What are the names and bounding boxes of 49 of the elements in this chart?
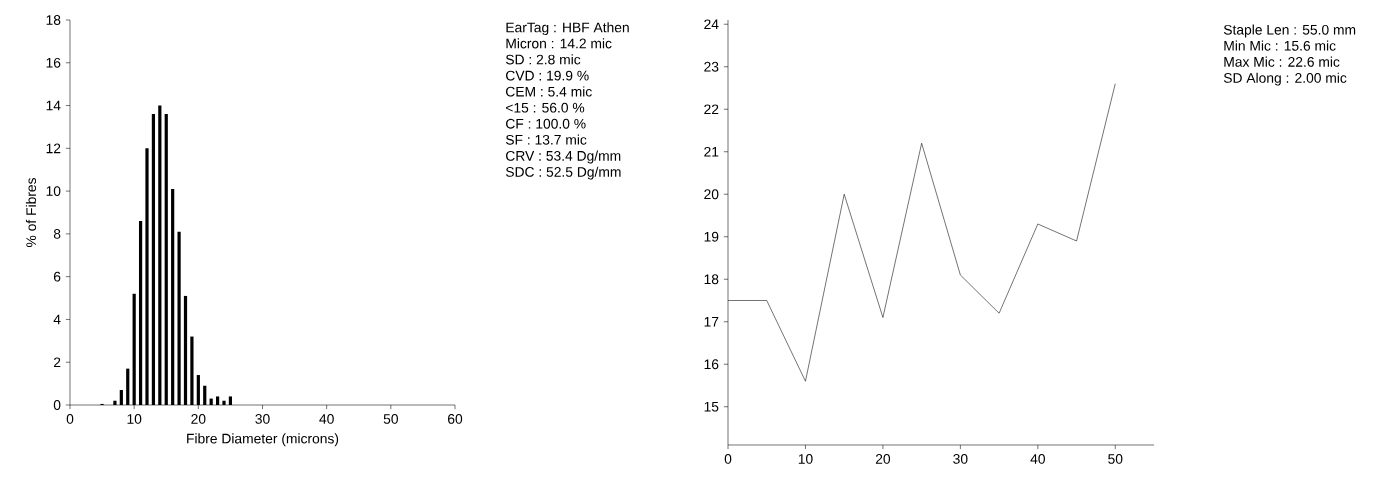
text: SD : 2.8 mic <box>505 54 581 65</box>
y-tick-label: 19 <box>704 231 719 242</box>
y-tick-label: 16 <box>704 359 719 370</box>
text: Max Mic : 22.6 mic <box>1224 56 1340 67</box>
y-tick-label: 16 <box>46 57 61 68</box>
text: CVD : 19.9 % <box>506 70 589 81</box>
y-tick-label: 14 <box>46 100 61 111</box>
x-tick-label: 0 <box>66 414 74 424</box>
x-tick-label: 10 <box>798 454 813 464</box>
text: CF : 100.0 % <box>506 118 586 129</box>
y-tick-label: 24 <box>704 19 719 30</box>
y-tick-label: 22 <box>704 104 719 115</box>
x-tick-label: 60 <box>448 414 463 424</box>
x-tick-label: 50 <box>383 414 398 424</box>
text: Min Mic : 15.6 mic <box>1224 40 1336 51</box>
x-tick-label: 30 <box>953 454 968 464</box>
text: SDC : 52.5 Dg/mm <box>505 166 621 180</box>
y-tick-label: 10 <box>46 186 61 196</box>
y-tick-label: 21 <box>704 146 719 157</box>
text: Micron : 14.2 mic <box>506 38 612 49</box>
y-tick-label: 6 <box>53 271 61 282</box>
y-tick-label: 17 <box>704 316 719 327</box>
text: Staple Len : 55.0 mm <box>1223 24 1356 38</box>
x-axis-title: Fibre Diameter (microns) <box>187 433 339 447</box>
x-tick-label: 40 <box>1030 454 1045 464</box>
text: CRV : 53.4 Dg/mm <box>506 150 621 164</box>
y-tick-label: 12 <box>46 143 61 154</box>
y-tick-label: 20 <box>704 189 719 200</box>
y-tick-label: 23 <box>704 61 719 72</box>
text: SD Along : 2.00 mic <box>1223 72 1347 86</box>
y-tick-label: 8 <box>53 228 61 239</box>
text: EarTag : HBF Athen <box>506 22 629 36</box>
x-tick-label: 20 <box>191 414 206 424</box>
text: CEM : 5.4 mic <box>506 86 592 97</box>
x-tick-label: 10 <box>127 414 142 424</box>
x-tick-label: 0 <box>724 454 732 464</box>
y-tick-label: 0 <box>53 400 61 410</box>
x-tick-label: 30 <box>255 414 270 424</box>
y-tick-label: 18 <box>704 274 719 285</box>
x-tick-label: 50 <box>1108 454 1123 464</box>
y-axis-title: % of Fibres <box>25 178 37 247</box>
y-tick-label: 2 <box>53 357 61 368</box>
y-tick-label: 4 <box>53 314 61 325</box>
y-tick-label: 18 <box>46 15 61 25</box>
x-tick-label: 20 <box>875 454 891 464</box>
y-tick-label: 15 <box>704 401 719 412</box>
text: <15 : 56.0 % <box>506 102 585 113</box>
x-tick-label: 40 <box>319 414 334 424</box>
text: SF : 13.7 mic <box>505 134 587 145</box>
